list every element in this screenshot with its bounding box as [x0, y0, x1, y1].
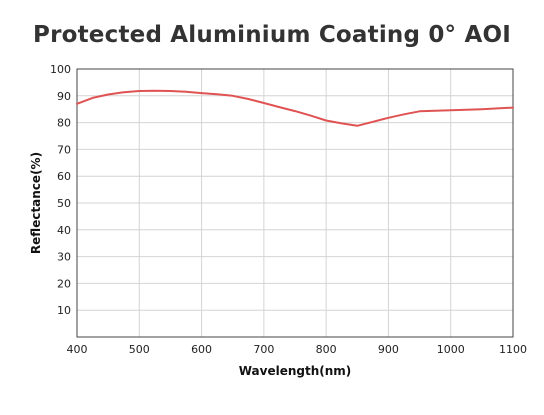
- y-tick-label: 60: [57, 170, 71, 183]
- plot-frame: [76, 68, 514, 338]
- y-tick-label: 20: [57, 277, 71, 290]
- y-tick-label: 80: [57, 117, 71, 130]
- y-axis-ticks: 10 20 30 40 50 60 70 80 90 100: [50, 63, 71, 317]
- y-tick-label: 50: [57, 197, 71, 210]
- y-axis-label: Reflectance(%): [29, 152, 43, 254]
- x-tick-label: 1000: [437, 343, 465, 356]
- x-tick-label: 700: [253, 343, 274, 356]
- x-tick-label: 900: [378, 343, 399, 356]
- y-tick-label: 100: [50, 63, 71, 76]
- chart-title: Protected Aluminium Coating 0° AOI: [33, 22, 511, 48]
- x-tick-label: 400: [67, 343, 88, 356]
- y-tick-label: 40: [57, 224, 71, 237]
- y-tick-label: 30: [57, 251, 71, 264]
- x-axis-label: Wavelength(nm): [239, 364, 352, 378]
- grid: [76, 68, 514, 337]
- reflectance-line: [76, 89, 514, 127]
- x-tick-label: 500: [129, 343, 150, 356]
- x-tick-label: 800: [316, 343, 337, 356]
- x-tick-label: 1100: [499, 343, 527, 356]
- x-tick-label: 600: [191, 343, 212, 356]
- series: [76, 89, 514, 127]
- y-tick-label: 90: [57, 90, 71, 103]
- y-tick-label: 10: [57, 304, 71, 317]
- x-axis-ticks: 400 500 600 700 800 900 1000 1100: [67, 343, 528, 356]
- y-tick-label: 70: [57, 143, 71, 156]
